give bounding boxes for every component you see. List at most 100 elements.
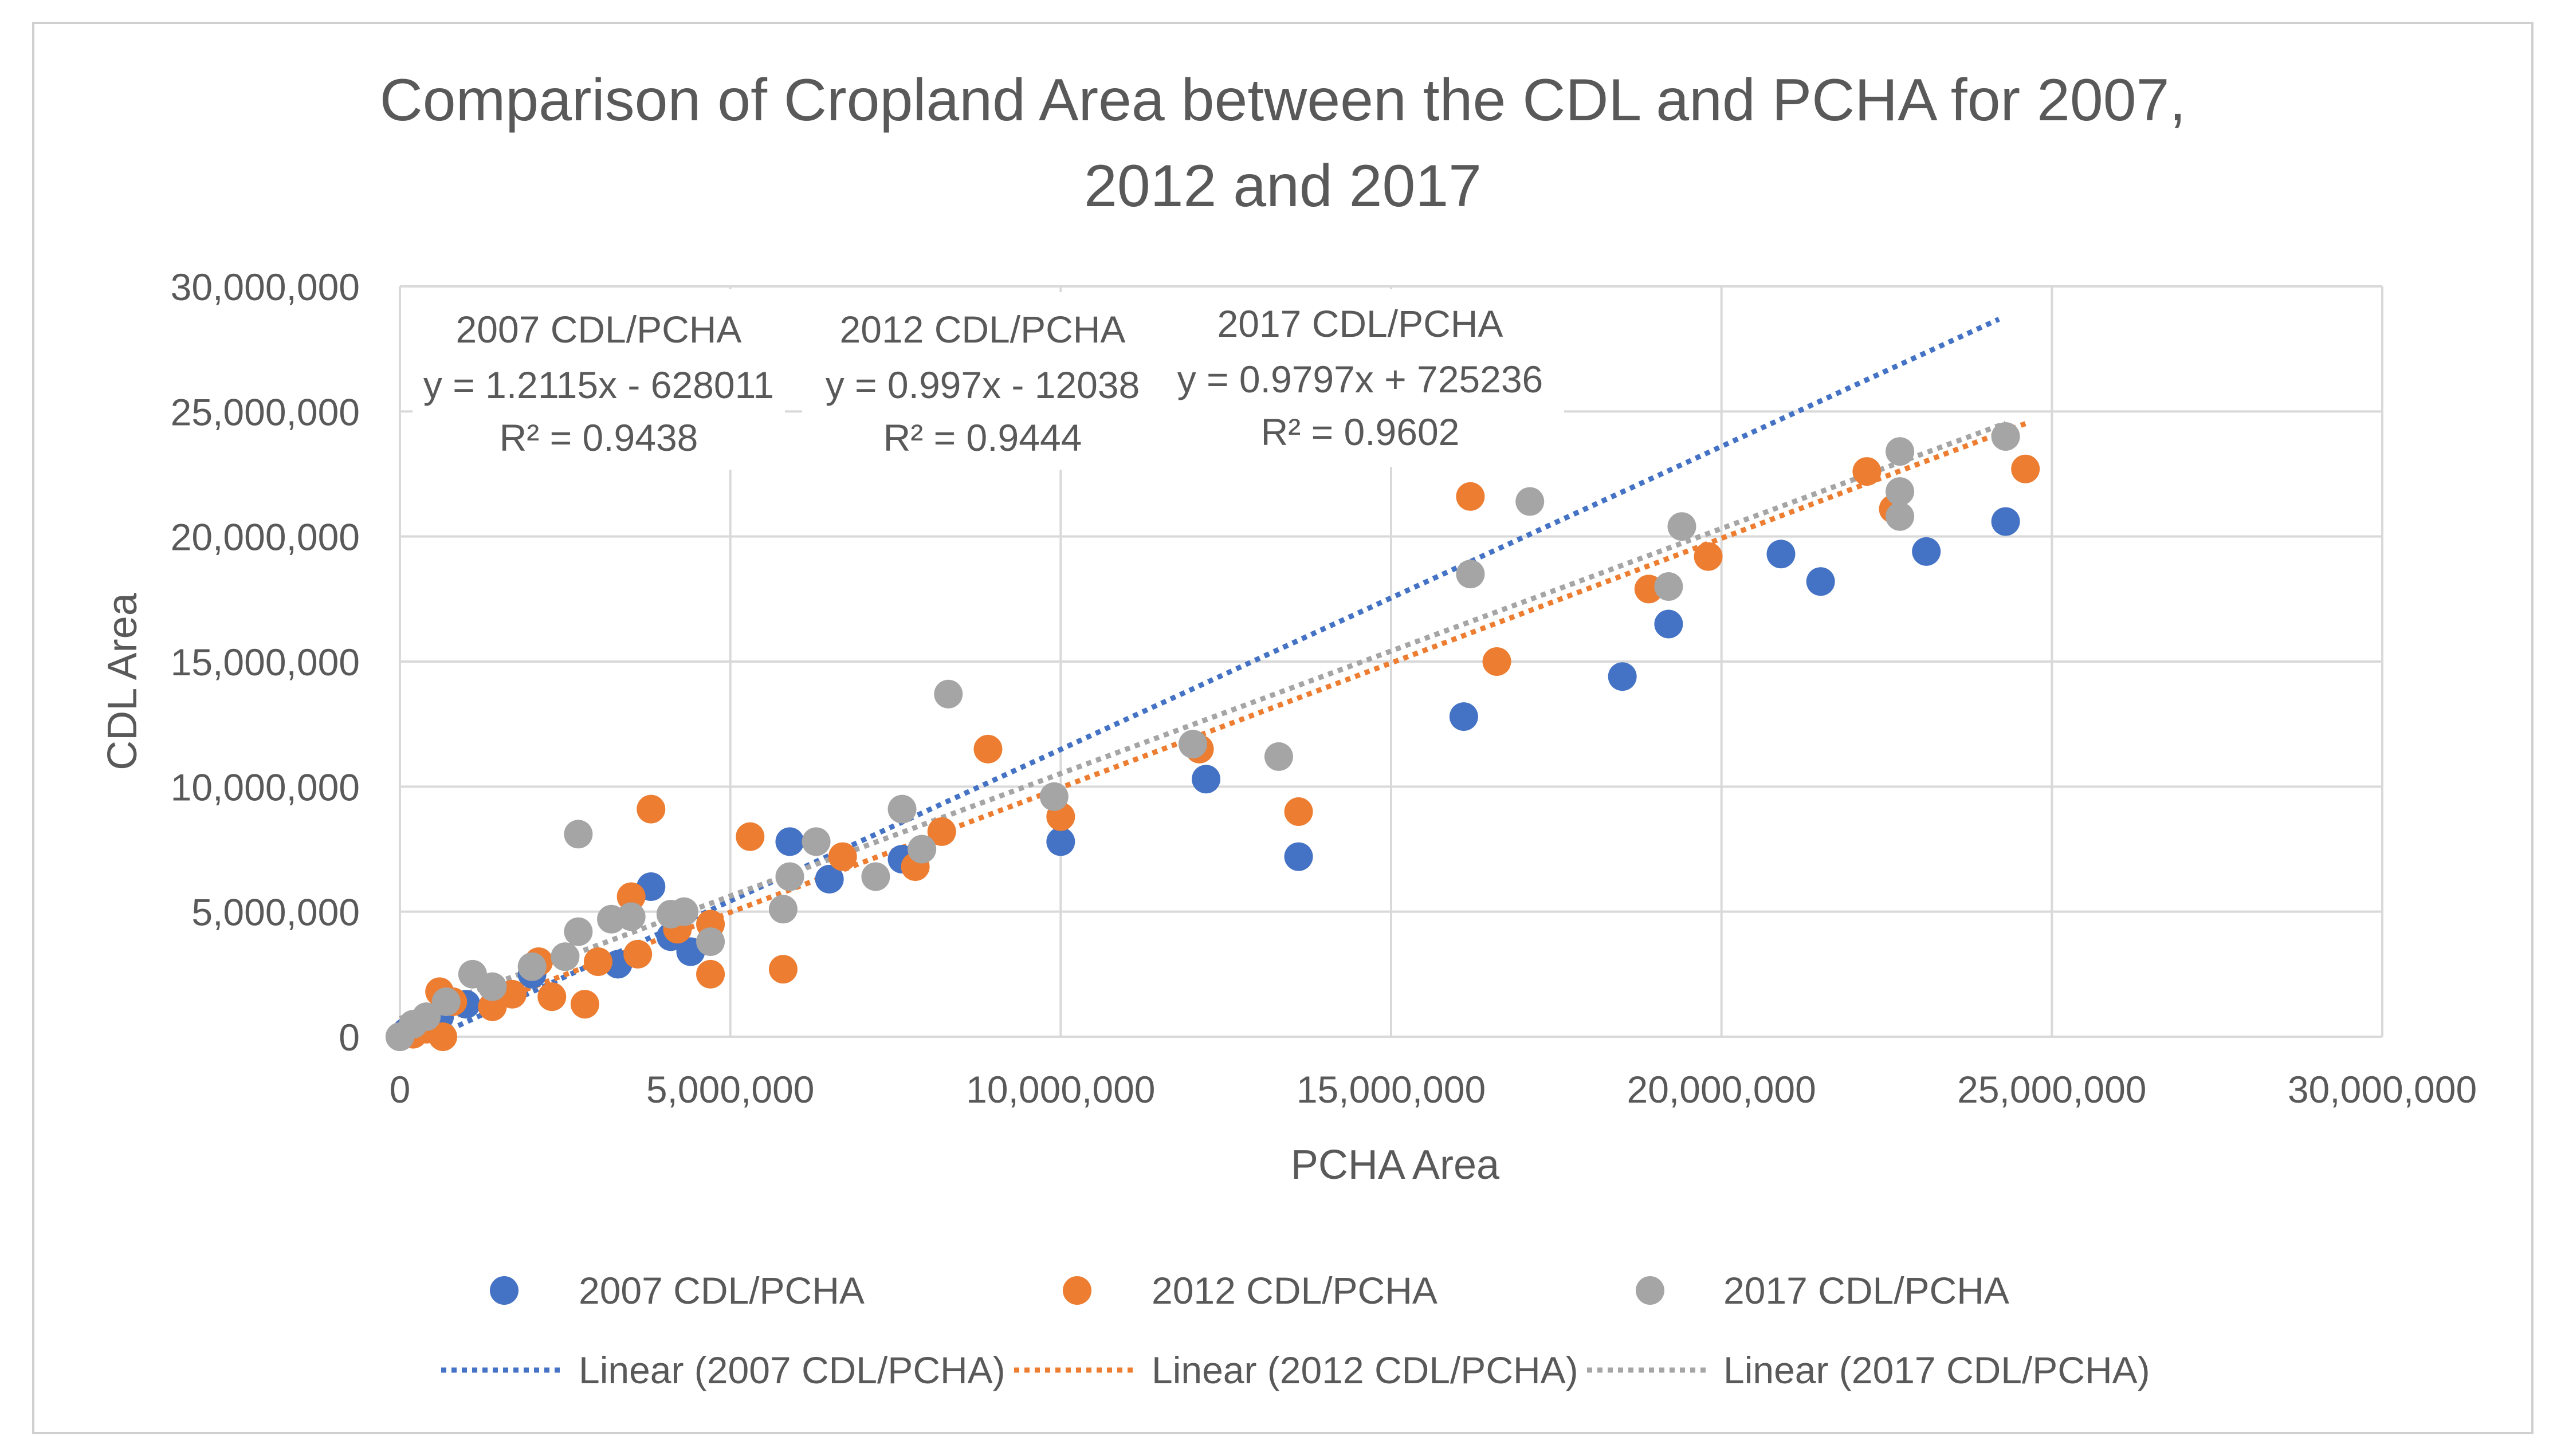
point-2012 <box>768 955 798 984</box>
equation-r2-2012: R² = 0.9444 <box>883 416 1082 459</box>
point-2012 <box>1284 797 1313 826</box>
x-tick-label: 15,000,000 <box>1297 1068 1486 1111</box>
y-tick-label: 5,000,000 <box>191 891 360 934</box>
point-2007 <box>775 827 804 856</box>
legend-trend-label-2007: Linear (2007 CDL/PCHA) <box>579 1349 1006 1391</box>
x-tick-label: 30,000,000 <box>2288 1068 2477 1111</box>
equation-series-name-2012: 2012 CDL/PCHA <box>840 308 1126 351</box>
point-2017 <box>1515 487 1545 516</box>
legend-marker-2007 <box>490 1276 519 1305</box>
point-2007 <box>1046 827 1075 856</box>
legend-trend-label-2017: Linear (2017 CDL/PCHA) <box>1723 1349 2150 1391</box>
point-2017 <box>616 902 646 931</box>
point-2017 <box>669 897 698 926</box>
trendline-2017 <box>399 420 2007 1021</box>
point-2007 <box>815 864 844 894</box>
point-2017 <box>1667 512 1696 541</box>
point-2017 <box>564 820 593 849</box>
point-2007 <box>1912 537 1941 566</box>
point-2007 <box>1806 567 1835 596</box>
equation-box-2017 <box>1163 289 1564 467</box>
point-2017 <box>1264 742 1293 771</box>
point-2012 <box>696 959 725 989</box>
x-axis: 0 5,000,000 10,000,000 15,000,000 20,000,000… <box>390 1068 2477 1111</box>
point-2012 <box>428 1022 457 1051</box>
x-tick-label: 5,000,000 <box>646 1068 815 1111</box>
trendline-2007 <box>438 317 2000 1037</box>
point-2017 <box>1456 560 1485 589</box>
equation-label-2012: 2012 CDL/PCHA y = 0.997x - 12038 R² = 0.… <box>802 292 1163 470</box>
equation-r2-2017: R² = 0.9602 <box>1261 411 1460 453</box>
equation-r2-2007: R² = 0.9438 <box>500 416 698 459</box>
equation-formula-2007: y = 1.2115x - 628011 <box>423 364 774 406</box>
chart-area-border <box>32 22 2534 1434</box>
point-2017 <box>1179 730 1207 759</box>
point-2012 <box>623 939 653 969</box>
legend-marker-2012 <box>1063 1276 1091 1305</box>
y-tick-label: 25,000,000 <box>171 391 360 433</box>
x-axis-title: PCHA Area <box>1291 1142 1500 1188</box>
y-axis: 0 5,000,000 10,000,000 15,000,000 20,000,000… <box>171 266 360 1058</box>
point-2007 <box>1654 609 1683 639</box>
point-2012 <box>584 947 612 976</box>
point-2017 <box>431 987 461 1016</box>
point-2012 <box>537 982 567 1012</box>
x-tick-label: 10,000,000 <box>966 1068 1155 1111</box>
equation-series-name-2017: 2017 CDL/PCHA <box>1217 302 1503 345</box>
point-2012 <box>616 882 646 911</box>
y-tick-label: 30,000,000 <box>171 266 360 308</box>
equation-series-name-2007: 2007 CDL/PCHA <box>456 308 742 351</box>
point-2012 <box>1456 482 1485 511</box>
point-2007 <box>1284 842 1313 871</box>
x-tick-label: 25,000,000 <box>1957 1068 2146 1111</box>
point-2007 <box>1608 662 1637 691</box>
point-2017 <box>887 794 917 824</box>
point-2017 <box>802 827 831 856</box>
point-2017 <box>1886 437 1915 466</box>
y-tick-label: 15,000,000 <box>171 641 360 683</box>
y-tick-label: 0 <box>339 1016 360 1058</box>
legend-marker-2017 <box>1636 1276 1664 1305</box>
point-2012 <box>1852 457 1882 486</box>
point-2012 <box>1482 647 1511 676</box>
point-2017 <box>768 895 798 924</box>
equation-formula-2017: y = 0.9797x + 725236 <box>1177 358 1543 400</box>
chart-title-line-2: 2012 and 2017 <box>1084 153 1482 219</box>
y-tick-label: 10,000,000 <box>171 766 360 808</box>
chart-title-line-1: Comparison of Cropland Area between the … <box>380 67 2186 133</box>
point-2017 <box>412 1002 441 1032</box>
point-2017 <box>1886 502 1915 531</box>
point-2017 <box>861 862 890 891</box>
point-2017 <box>478 972 507 1001</box>
point-2017 <box>1991 422 2020 451</box>
point-2007 <box>1991 507 2020 536</box>
x-tick-label: 20,000,000 <box>1627 1068 1816 1111</box>
point-2017 <box>934 679 963 709</box>
y-tick-label: 20,000,000 <box>171 516 360 558</box>
data-points <box>386 422 2040 1051</box>
point-2012 <box>736 822 765 851</box>
point-2017 <box>908 835 937 864</box>
point-2017 <box>1654 572 1683 601</box>
point-2007 <box>1449 702 1478 731</box>
point-2017 <box>1886 477 1915 506</box>
legend: 2007 CDL/PCHA 2012 CDL/PCHA 2017 CDL/PCH… <box>441 1269 2150 1391</box>
point-2017 <box>517 952 547 981</box>
point-2017 <box>564 917 593 946</box>
point-2017 <box>551 942 580 971</box>
point-2012 <box>828 842 857 871</box>
legend-trend-label-2012: Linear (2012 CDL/PCHA) <box>1152 1349 1578 1391</box>
point-2012 <box>2011 454 2040 483</box>
equation-box-2012 <box>802 292 1163 470</box>
point-2017 <box>775 862 804 891</box>
point-2017 <box>696 927 725 957</box>
point-2007 <box>1766 540 1796 569</box>
point-2012 <box>570 990 599 1019</box>
equation-box-2007 <box>413 289 785 470</box>
point-2012 <box>927 817 956 846</box>
point-2017 <box>1039 782 1069 811</box>
equation-formula-2012: y = 0.997x - 12038 <box>826 364 1140 406</box>
y-axis-title: CDL Area <box>100 592 146 770</box>
legend-label-2007: 2007 CDL/PCHA <box>579 1269 865 1312</box>
